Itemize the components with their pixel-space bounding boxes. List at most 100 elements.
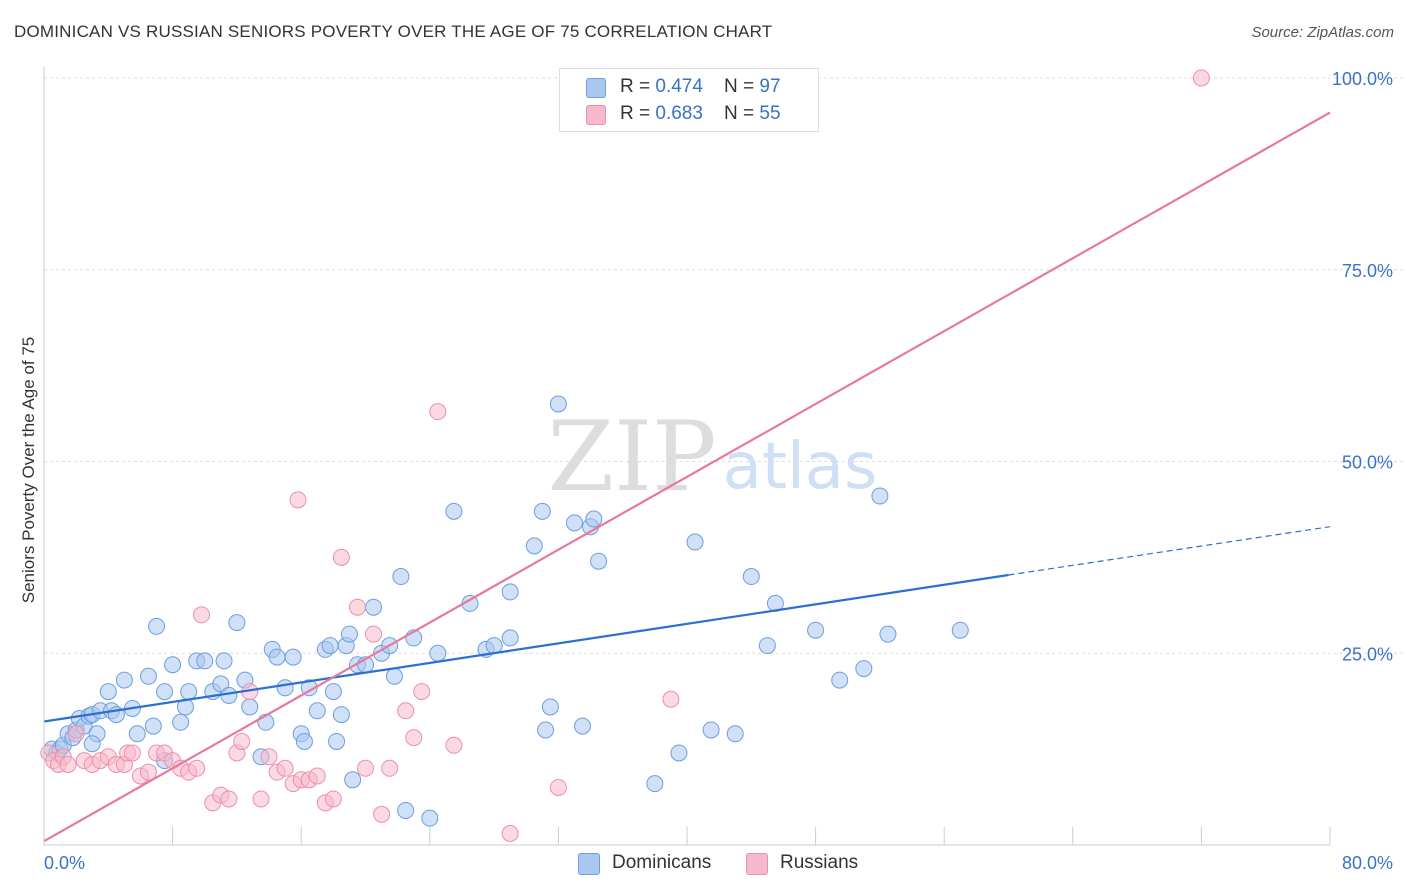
- russian-point: [67, 725, 85, 743]
- dominican-point: [172, 713, 190, 731]
- dominican-point: [324, 683, 342, 701]
- dominican-point: [212, 675, 230, 693]
- dominican-point: [565, 514, 583, 532]
- russians-legend-label: Russians: [780, 852, 859, 873]
- russian-point: [357, 759, 374, 777]
- russian-point: [332, 548, 350, 566]
- russian-point: [260, 748, 278, 766]
- legend-n-value: 55: [759, 103, 781, 124]
- russian-point: [324, 790, 342, 808]
- dominican-point: [392, 568, 410, 586]
- dominican-point: [541, 698, 559, 716]
- dominican-point: [99, 683, 117, 701]
- dominican-point: [585, 510, 603, 528]
- dominican-point: [340, 625, 358, 643]
- russian-point: [549, 778, 567, 796]
- y-tick-label: 75.0%: [1342, 261, 1393, 281]
- dominican-point: [148, 617, 166, 635]
- legend-n-label: N =: [724, 76, 760, 97]
- russian-point: [445, 736, 463, 754]
- dominican-point: [115, 671, 133, 689]
- dominican-point: [332, 706, 350, 724]
- dominicans-legend-swatch: [578, 853, 600, 875]
- legend-r-value: 0.474: [655, 76, 703, 97]
- dominican-point: [196, 652, 214, 670]
- dominican-point: [156, 683, 174, 701]
- y-tick-label: 100.0%: [1332, 69, 1393, 89]
- russian-point: [381, 759, 399, 777]
- legend-n-value: 97: [759, 76, 781, 97]
- watermark-zip: ZIP: [547, 401, 716, 513]
- dominican-point: [144, 717, 162, 735]
- dominican-point: [139, 667, 157, 685]
- russian-point: [252, 790, 270, 808]
- dominican-point: [646, 775, 664, 793]
- russian-point: [308, 767, 326, 785]
- legend-n-label: N =: [724, 103, 760, 124]
- russian-point: [405, 729, 423, 747]
- dominican-point: [537, 721, 555, 739]
- dominicans-trend-extension: [1008, 526, 1331, 576]
- dominicans-trend-line: [43, 573, 1009, 723]
- dominican-point: [421, 809, 439, 827]
- dominican-point: [742, 568, 760, 586]
- russian-point: [289, 491, 307, 509]
- chart-title: DOMINICAN VS RUSSIAN SENIORS POVERTY OVE…: [14, 22, 773, 41]
- legend: R = 0.474 N = 97 R = 0.683 N = 55: [559, 68, 819, 132]
- dominican-point: [855, 660, 873, 678]
- dominican-point: [228, 614, 246, 632]
- dominicans-swatch: [586, 78, 606, 98]
- dominican-point: [590, 552, 608, 570]
- source-credit: Source: ZipAtlas.com: [1251, 24, 1394, 41]
- dominican-point: [951, 621, 969, 639]
- legend-r-value: 0.683: [655, 103, 703, 124]
- dominican-point: [871, 487, 889, 505]
- russian-point: [188, 759, 206, 777]
- dominican-point: [879, 625, 897, 643]
- dominican-point: [215, 652, 233, 670]
- dominican-point: [397, 801, 415, 819]
- dominican-point: [485, 637, 503, 655]
- watermark-atlas: atlas: [723, 430, 878, 504]
- dominican-point: [300, 679, 318, 697]
- dominican-point: [284, 648, 302, 666]
- russian-point: [59, 755, 77, 773]
- tick-label-layer: 25.0% 50.0% 75.0% 100.0% 0.0% 80.0%: [44, 69, 1393, 873]
- russians-legend-swatch: [746, 853, 768, 875]
- dominican-point: [501, 583, 519, 601]
- russian-point: [429, 403, 447, 421]
- russian-point: [276, 759, 294, 777]
- dominican-point: [180, 683, 198, 701]
- dominican-point: [726, 725, 744, 743]
- legend-r-label: R =: [620, 76, 656, 97]
- russian-point: [662, 690, 680, 708]
- dominican-point: [533, 502, 551, 520]
- dominican-point: [831, 671, 849, 689]
- dominican-point: [501, 629, 519, 647]
- russian-point: [1192, 69, 1210, 87]
- dominican-point: [702, 721, 720, 739]
- dominican-point: [549, 395, 567, 413]
- dominican-point: [220, 686, 238, 704]
- dominican-point: [276, 679, 294, 697]
- dominican-point: [164, 656, 182, 674]
- watermark: ZIP atlas: [547, 401, 877, 513]
- dominican-point: [574, 717, 592, 735]
- dominican-point: [241, 698, 259, 716]
- x-tick-label-max: 80.0%: [1342, 853, 1393, 873]
- dominican-point: [268, 648, 286, 666]
- dominican-point: [525, 537, 543, 555]
- russians-swatch: [586, 105, 606, 125]
- trend-layer: [43, 111, 1331, 843]
- russian-point: [123, 744, 141, 762]
- dominican-point: [321, 637, 339, 655]
- axis-layer: [43, 66, 1331, 846]
- russian-point: [397, 702, 415, 720]
- russian-point: [413, 683, 431, 701]
- dominican-point: [128, 725, 146, 743]
- dominican-point: [328, 732, 346, 750]
- dominican-point: [365, 598, 383, 616]
- x-tick-label-min: 0.0%: [44, 853, 85, 873]
- dominican-point: [308, 702, 326, 720]
